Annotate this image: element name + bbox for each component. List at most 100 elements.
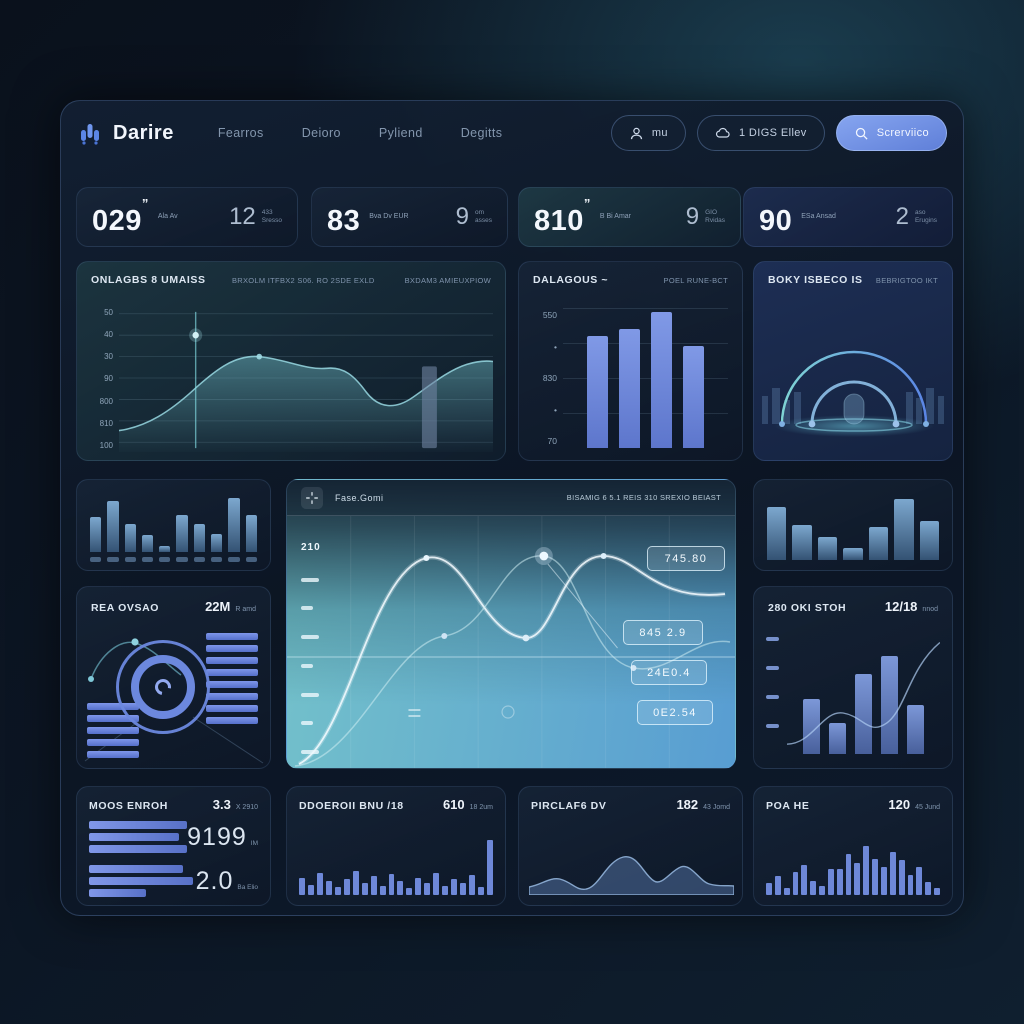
nav-item-2[interactable]: Pyliend — [378, 126, 423, 140]
bar-chart-panel: DALAGOUS ~ POEL RUNE-BCT 550 • 830 • 70 — [518, 261, 743, 461]
stat-card-2: 83 Bva Dv EUR 9 om asses — [311, 187, 508, 247]
gauge-ring — [116, 640, 210, 734]
panel-title: POA HE — [766, 800, 810, 812]
bars — [90, 492, 257, 552]
stat-card-3: 810” B Bi Amar 9 GIO Rvidas — [518, 187, 741, 247]
metric-row-1: 9199 IM — [89, 821, 258, 853]
panel-value: 120 45 Jund — [888, 797, 940, 812]
bar-caps — [90, 557, 257, 562]
stat-label: B Bi Amar — [599, 212, 632, 220]
stat-card-1: 029” Ala Av 12 433 Sresso — [76, 187, 298, 247]
stat-secondary: 2 aso Erugins — [895, 203, 937, 230]
value-box-4: 0E2.54 — [637, 700, 713, 725]
stat-value: 90 — [759, 205, 793, 237]
brand-name: Darire — [113, 121, 174, 144]
bars — [791, 631, 936, 754]
value-box-3: 24E0.4 — [631, 660, 707, 685]
dashboard-card: Darire Fearros Deioro Pyliend Degitts mu… — [60, 100, 964, 916]
panel-title: DALAGOUS ~ — [533, 274, 609, 286]
bar-list-2 — [89, 865, 193, 897]
center-chart-panel: Fase.Gomi BISAMIG 6 5.1 REIS 310 SREXIO … — [286, 479, 736, 769]
center-chart-svg — [287, 516, 735, 768]
trend-line-svg — [787, 642, 940, 745]
panel-title: DDOEROII BNU /18 — [299, 800, 404, 812]
y-axis-top-label: 210 — [301, 542, 321, 553]
mixed-chart — [766, 631, 940, 754]
stat-card-4: 90 ESa Ansad 2 aso Erugins — [743, 187, 953, 247]
stat-secondary: 9 GIO Rvidas — [685, 203, 725, 230]
panel-meta-2: BXDAM3 AMIEUXPIOW — [404, 276, 491, 285]
main-nav: Fearros Deioro Pyliend Degitts — [218, 126, 503, 140]
bar-list-1 — [89, 821, 188, 853]
panel-title: BOKY ISBECO IS — [768, 274, 863, 286]
panel-meta: POEL RUNE-BCT — [663, 276, 728, 285]
metrics-panel: MOOS ENROH 3.3 X 2910 9199 IM 2.0 Ba Elio — [76, 786, 271, 906]
minibar-panel-left — [76, 479, 271, 571]
stat-secondary: 9 om asses — [455, 203, 492, 230]
user-icon — [630, 127, 642, 139]
panel-value: 12/18 nnod — [884, 599, 938, 614]
center-chart-header: Fase.Gomi BISAMIG 6 5.1 REIS 310 SREXIO … — [287, 480, 735, 516]
stat-label: ESa Ansad — [801, 212, 836, 220]
bars — [767, 492, 939, 560]
cloud-button[interactable]: 1 DIGS Ellev — [696, 115, 825, 151]
wave-panel: PIRCLAF6 DV 182 43 Jomd — [518, 786, 743, 906]
right-bar-stack — [206, 633, 258, 724]
crosshair-icon — [306, 491, 318, 504]
metric-row-2: 2.0 Ba Elio — [89, 865, 258, 897]
stat-value: 029” — [92, 196, 149, 237]
primary-action-button[interactable]: Screrviico — [835, 115, 947, 151]
bars — [299, 837, 493, 895]
profile-button[interactable]: mu — [610, 115, 686, 151]
arc-panel: BOKY ISBECO IS BEBRIGTOO IKT — [753, 261, 953, 461]
bars — [766, 837, 940, 895]
tick-dashes — [766, 631, 779, 754]
gauge-ring-inner — [131, 655, 195, 719]
value-box-1: 745.80 — [647, 546, 725, 571]
thinbar-panel-2: POA HE 120 45 Jund — [753, 786, 953, 906]
primary-button-label: Screrviico — [876, 127, 929, 139]
cloud-button-label: 1 DIGS Ellev — [738, 127, 807, 139]
stat-value: 810” — [534, 196, 591, 237]
stat-value: 83 — [327, 205, 361, 237]
cloud-icon — [715, 127, 730, 138]
gauge-panel: REA OVSAO 22M R amd — [76, 586, 271, 769]
left-bar-stack — [87, 703, 139, 758]
value-box-2: 845 2.9 — [623, 620, 703, 645]
panel-value: 610 18 2um — [442, 797, 493, 812]
area-chart-svg — [119, 311, 493, 452]
bars — [563, 308, 728, 448]
stat-secondary: 12 433 Sresso — [229, 203, 282, 230]
panel-value: 3.3 X 2910 — [212, 797, 258, 812]
bar-chart: 550 • 830 • 70 — [531, 308, 728, 448]
profile-button-label: mu — [651, 127, 668, 139]
panel-value: 22M R amd — [205, 599, 256, 614]
header-buttons: mu 1 DIGS Ellev Screrviico — [610, 115, 947, 151]
search-icon — [855, 127, 868, 140]
top-navigation-bar: Darire Fearros Deioro Pyliend Degitts mu… — [61, 101, 963, 165]
nav-item-1[interactable]: Deioro — [301, 126, 341, 140]
wave-chart-svg — [529, 856, 734, 895]
panel-title: PIRCLAF6 DV — [531, 800, 607, 812]
y-axis-ticks: 50 40 30 90 800 810 100 — [99, 308, 113, 450]
area-chart: 50 40 30 90 800 810 100 — [87, 306, 493, 452]
arc-graphic — [762, 350, 944, 437]
center-chart-title: Fase.Gomi — [335, 492, 384, 503]
nav-item-3[interactable]: Degitts — [460, 126, 503, 140]
stat-label: Bva Dv EUR — [369, 212, 409, 220]
logo-icon — [81, 124, 99, 145]
center-y-axis: 210 — [301, 542, 321, 754]
brand-logo[interactable]: Darire — [77, 120, 174, 146]
panel-value: 182 43 Jomd — [676, 797, 730, 812]
center-chart-meta: BISAMIG 6 5.1 REIS 310 SREXIO BEIAST — [566, 493, 721, 502]
nav-item-0[interactable]: Fearros — [217, 126, 264, 140]
y-axis-ticks: 550 • 830 • 70 — [542, 310, 557, 446]
panel-title: REA OVSAO — [91, 602, 160, 614]
gauge-graphic — [77, 621, 270, 768]
thinbar-panel-1: DDOEROII BNU /18 610 18 2um — [286, 786, 506, 906]
crosshair-icon-button[interactable] — [301, 486, 323, 509]
panel-meta: BEBRIGTOO IKT — [875, 276, 938, 285]
panel-title: 280 OKI STOH — [768, 602, 847, 614]
minibar-panel-right — [753, 479, 953, 571]
panel-meta-1: BRXOLM ITFBX2 S06. RO 2SDE EXLD — [231, 276, 375, 285]
